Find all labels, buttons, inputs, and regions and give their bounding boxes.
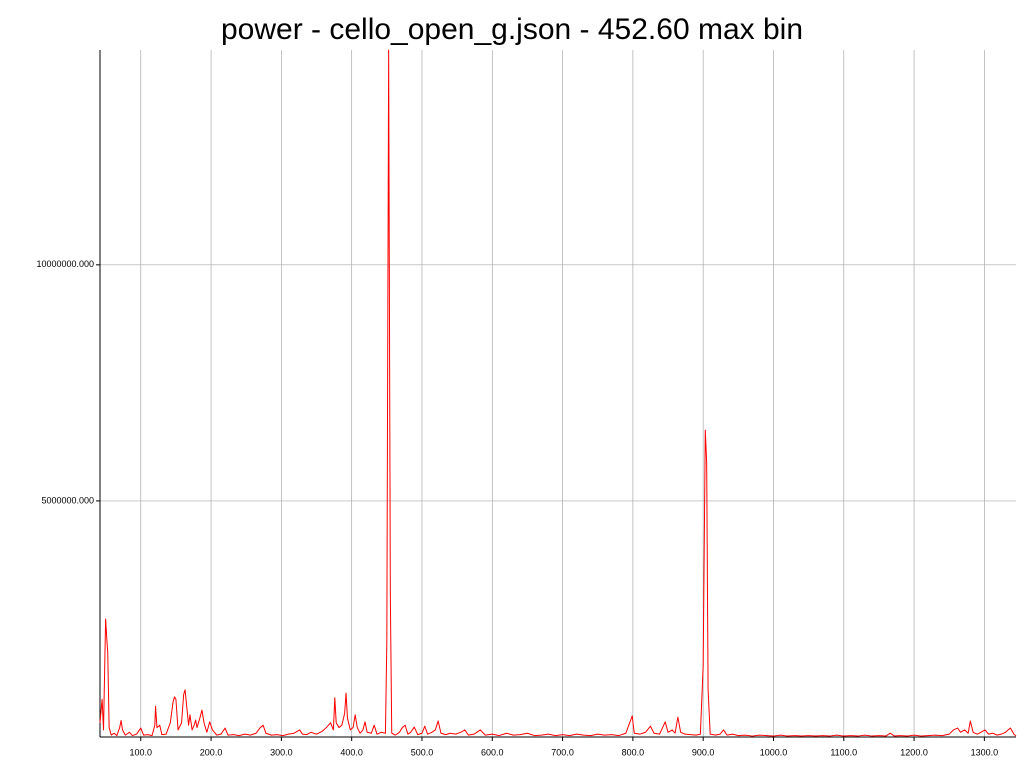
x-tick-label: 800.0 — [622, 747, 645, 757]
x-tick-label: 900.0 — [692, 747, 715, 757]
data-line — [99, 49, 1017, 737]
x-tick-label: 100.0 — [130, 747, 153, 757]
y-tick-label: 5000000.000 — [41, 495, 94, 505]
x-tick-label: 600.0 — [481, 747, 504, 757]
x-tick-label: 1300.0 — [971, 747, 999, 757]
chart-title: power - cello_open_g.json - 452.60 max b… — [221, 13, 803, 46]
x-tick-label: 700.0 — [551, 747, 574, 757]
y-tick-label: 10000000.000 — [36, 259, 94, 269]
x-tick-label: 200.0 — [200, 747, 223, 757]
x-tick-label: 1100.0 — [830, 747, 857, 757]
x-tick-label: 300.0 — [270, 747, 293, 757]
x-tick-label: 1000.0 — [760, 747, 788, 757]
x-tick-label: 400.0 — [340, 747, 363, 757]
x-tick-label: 500.0 — [411, 747, 434, 757]
x-tick-label: 1200.0 — [900, 747, 928, 757]
